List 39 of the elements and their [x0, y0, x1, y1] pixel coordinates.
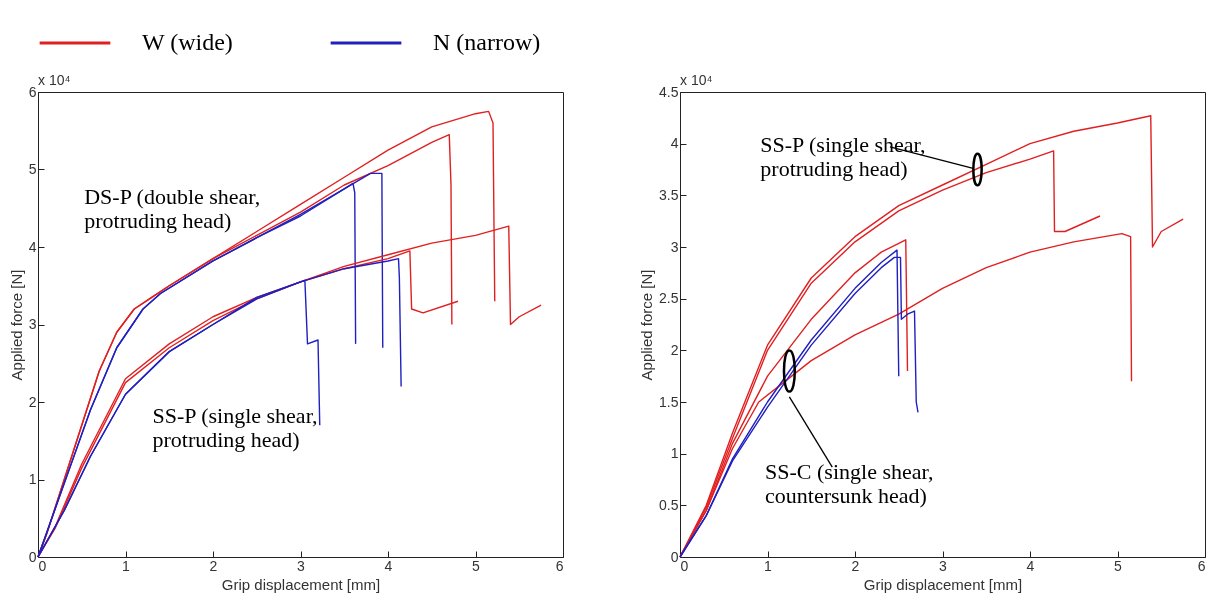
- y-tick-label: 4: [670, 135, 679, 152]
- x-axis-title: Grip displacement [mm]: [863, 575, 1023, 593]
- y-axis-title: Applied force [N]: [7, 269, 25, 381]
- x-axis-title: Grip displacement [mm]: [221, 575, 381, 593]
- y-tick-label: 0.5: [659, 496, 679, 513]
- y-tick-label: 6: [28, 83, 37, 100]
- y-tick-label: 3.5: [659, 186, 679, 203]
- text: x 10⁴: [38, 72, 71, 88]
- x-tick-label: 6: [1197, 557, 1206, 574]
- x-tick-label: 2: [209, 557, 218, 574]
- x-tick-label: 4: [384, 557, 393, 574]
- x-tick-label: 1: [122, 557, 131, 574]
- x-tick-label: 5: [1114, 557, 1123, 574]
- annotation: SS-P (single shear, protruding head): [152, 402, 318, 452]
- annotation: DS-P (double shear, protruding head): [84, 184, 261, 234]
- y-tick-label: 1: [28, 471, 37, 487]
- legend-label: N (narrow): [433, 29, 541, 55]
- x-tick-label: 3: [939, 557, 948, 574]
- y-tick-label: 3: [670, 238, 679, 255]
- y-tick-label: 3: [28, 316, 37, 332]
- y-tick-label: 1.5: [659, 393, 679, 410]
- annotation: SS-P (single shear, protruding head): [760, 132, 926, 182]
- y-tick-label: 2: [28, 393, 37, 410]
- x-tick-label: 5: [472, 557, 481, 574]
- text: x 10⁴: [680, 72, 713, 88]
- x-tick-label: 6: [555, 557, 564, 574]
- y-axis-title: Applied force [N]: [638, 269, 656, 381]
- x-tick-label: 2: [851, 557, 860, 574]
- x-tick-label: 1: [764, 557, 773, 574]
- x-tick-label: 4: [1026, 557, 1035, 574]
- y-tick-label: 2: [670, 341, 679, 358]
- y-tick-label: 2.5: [659, 290, 679, 307]
- y-tick-label: 4: [28, 238, 37, 255]
- y-tick-label: 5: [28, 161, 37, 177]
- legend-label: W (wide): [142, 29, 233, 55]
- y-tick-label: 4.5: [659, 83, 679, 100]
- x-tick-label: 3: [297, 557, 306, 574]
- y-tick-label: 1: [670, 445, 679, 462]
- annotation: SS-C (single shear, countersunk head): [765, 459, 934, 509]
